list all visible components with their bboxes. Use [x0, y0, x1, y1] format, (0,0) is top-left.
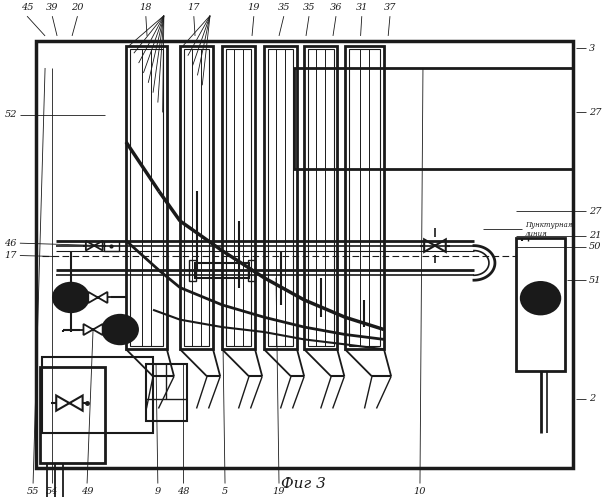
Polygon shape [88, 292, 107, 303]
Bar [222, 46, 255, 350]
Bar [130, 48, 163, 346]
Text: 50: 50 [589, 242, 602, 251]
Polygon shape [86, 241, 102, 250]
Text: Фиг 3: Фиг 3 [281, 478, 325, 492]
Bar [195, 263, 249, 278]
Text: 52: 52 [4, 110, 17, 120]
Text: 17: 17 [188, 3, 200, 12]
Bar [348, 48, 381, 346]
Text: 35: 35 [278, 3, 290, 12]
Text: 17: 17 [4, 251, 17, 260]
Text: 10: 10 [414, 488, 426, 496]
Bar [180, 46, 213, 350]
Text: 51: 51 [589, 276, 602, 284]
Text: Пунктурная
линия: Пунктурная линия [525, 221, 572, 238]
Text: 5: 5 [222, 488, 228, 496]
Bar [184, 48, 210, 346]
Polygon shape [56, 396, 82, 410]
Bar [308, 48, 333, 346]
Text: 49: 49 [81, 488, 93, 496]
Text: 35: 35 [303, 3, 315, 12]
Bar [516, 238, 565, 372]
Text: 20: 20 [72, 3, 84, 12]
Circle shape [102, 314, 138, 344]
Bar [40, 366, 105, 463]
Text: 18: 18 [139, 3, 152, 12]
Text: 19: 19 [273, 488, 285, 496]
Circle shape [53, 282, 89, 312]
Polygon shape [424, 240, 446, 252]
Text: 39: 39 [46, 3, 59, 12]
Text: 27: 27 [589, 206, 602, 216]
Bar [268, 48, 293, 346]
Text: 31: 31 [356, 3, 368, 12]
Text: 9: 9 [155, 488, 161, 496]
Text: 54: 54 [46, 488, 59, 496]
Bar [248, 260, 255, 280]
Bar [294, 68, 573, 169]
Text: 48: 48 [177, 488, 189, 496]
Bar [225, 48, 251, 346]
Text: 46: 46 [4, 238, 17, 248]
Bar [345, 46, 384, 350]
Bar [264, 46, 297, 350]
Text: 19: 19 [248, 3, 260, 12]
Bar [146, 364, 187, 421]
Bar [126, 46, 167, 350]
Text: 45: 45 [21, 3, 33, 12]
Bar [189, 260, 196, 280]
Text: 27: 27 [589, 108, 602, 117]
Text: 2: 2 [589, 394, 595, 403]
Text: 37: 37 [384, 3, 396, 12]
Bar [42, 356, 153, 433]
Text: 21: 21 [589, 232, 602, 240]
Text: 3: 3 [589, 44, 595, 53]
Bar [36, 41, 573, 468]
Polygon shape [84, 324, 102, 335]
Text: 36: 36 [330, 3, 342, 12]
Bar [304, 46, 337, 350]
Bar [104, 240, 119, 250]
Text: 55: 55 [27, 488, 39, 496]
Circle shape [521, 282, 561, 314]
